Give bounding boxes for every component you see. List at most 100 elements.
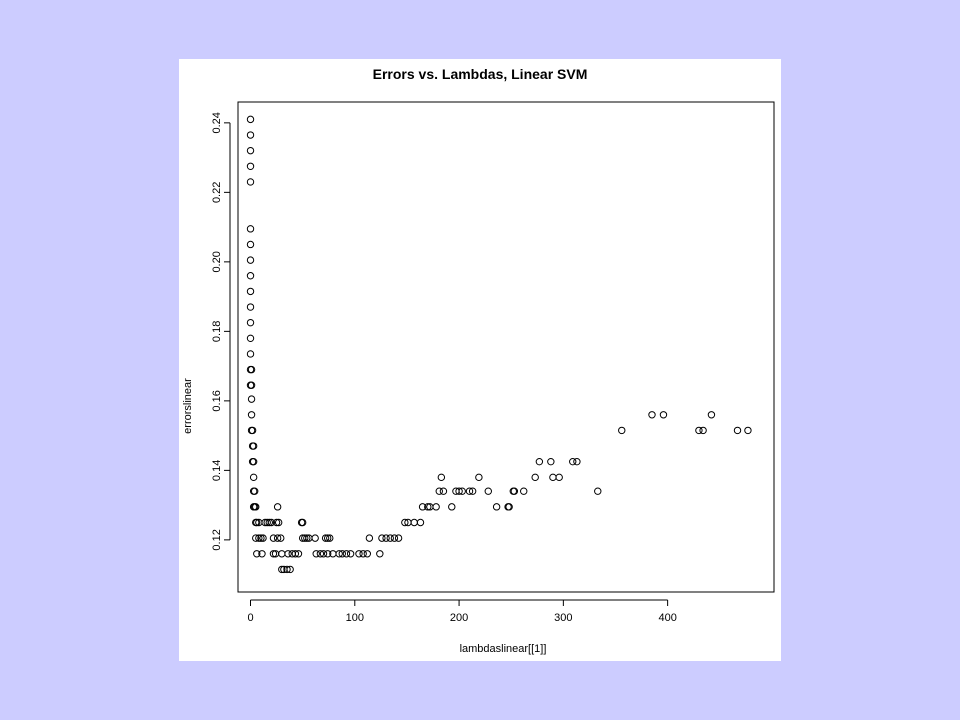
data-point <box>273 534 282 542</box>
data-point <box>492 503 501 511</box>
data-point <box>555 473 563 482</box>
chart-title: Errors vs. Lambdas, Linear SVM <box>373 66 588 82</box>
data-point <box>569 457 577 466</box>
x-tick-label: 0 <box>247 612 253 624</box>
data-point <box>249 457 258 466</box>
data-point <box>439 487 448 495</box>
y-tick-label: 0.20 <box>211 251 223 272</box>
data-point <box>338 550 346 558</box>
data-point <box>247 395 256 403</box>
data-point <box>416 518 425 527</box>
data-point <box>265 518 273 527</box>
data-point <box>695 426 703 435</box>
data-point <box>365 534 374 542</box>
data-point <box>255 534 263 542</box>
data-point <box>432 503 440 511</box>
data-point <box>294 550 303 558</box>
data-point <box>733 426 742 435</box>
data-point <box>455 487 463 495</box>
data-point <box>475 473 483 482</box>
data-point <box>458 487 466 495</box>
data-point <box>278 550 286 558</box>
data-point <box>246 131 255 139</box>
data-point <box>246 162 255 170</box>
data-point <box>573 457 581 466</box>
data-point <box>363 550 372 558</box>
plot-frame <box>237 101 775 593</box>
data-point <box>253 550 261 558</box>
data-point <box>435 487 443 495</box>
data-point <box>376 550 384 558</box>
data-point <box>359 550 367 558</box>
data-point <box>301 534 309 542</box>
y-tick-label: 0.18 <box>211 321 223 342</box>
data-point <box>382 534 390 542</box>
data-point <box>326 534 334 542</box>
data-point <box>618 426 626 435</box>
data-point <box>272 518 281 527</box>
data-point <box>252 503 260 511</box>
data-point <box>323 534 332 542</box>
data-point <box>278 565 286 574</box>
data-point <box>319 550 328 558</box>
data-points <box>246 115 752 574</box>
scatter-chart: Errors vs. Lambdas, Linear SVM lambdasli… <box>182 66 775 655</box>
data-point <box>321 534 330 542</box>
data-point <box>246 146 255 155</box>
data-point <box>246 178 255 186</box>
data-point <box>311 534 319 542</box>
data-point <box>246 272 255 280</box>
x-tick-label: 100 <box>346 612 364 624</box>
y-tick-label: 0.24 <box>211 112 223 133</box>
data-point <box>269 550 278 558</box>
data-point <box>510 487 519 495</box>
data-point <box>390 534 399 542</box>
data-point <box>246 350 255 358</box>
data-point <box>246 318 255 327</box>
data-point <box>247 411 256 419</box>
data-point <box>744 426 752 435</box>
data-point <box>549 473 557 482</box>
data-point <box>323 550 332 558</box>
data-point <box>283 565 291 574</box>
data-point <box>484 487 492 495</box>
x-axis-label: lambdaslinear[[1]] <box>460 643 547 655</box>
data-point <box>246 303 255 311</box>
data-point <box>274 518 283 527</box>
x-tick-label: 400 <box>658 612 676 624</box>
data-point <box>267 518 276 527</box>
data-point <box>303 534 311 542</box>
data-point <box>335 550 343 558</box>
data-point <box>247 365 256 374</box>
x-axis: 0 100 200 300 400 <box>247 599 677 624</box>
data-point <box>535 457 544 466</box>
data-point <box>401 518 409 527</box>
data-point <box>394 534 403 542</box>
data-point <box>465 487 474 495</box>
data-point <box>386 534 394 542</box>
data-point <box>249 442 258 450</box>
data-point <box>247 381 256 389</box>
data-point <box>269 534 278 542</box>
data-point <box>648 411 656 419</box>
x-tick-label: 300 <box>554 612 572 624</box>
data-point <box>248 426 257 435</box>
data-point <box>273 503 282 511</box>
data-point <box>286 565 294 574</box>
data-point <box>418 503 427 511</box>
data-point <box>284 550 292 558</box>
data-point <box>291 550 300 558</box>
data-point <box>346 550 355 558</box>
data-point <box>277 534 285 542</box>
data-point <box>468 487 477 495</box>
data-point <box>707 411 716 419</box>
data-point <box>246 225 255 233</box>
data-point <box>253 518 261 527</box>
data-point <box>263 518 271 527</box>
data-point <box>246 334 255 343</box>
data-point <box>378 534 386 542</box>
data-point <box>246 240 255 249</box>
data-point <box>355 550 363 558</box>
y-tick-label: 0.12 <box>211 529 223 550</box>
y-tick-label: 0.16 <box>211 390 223 411</box>
